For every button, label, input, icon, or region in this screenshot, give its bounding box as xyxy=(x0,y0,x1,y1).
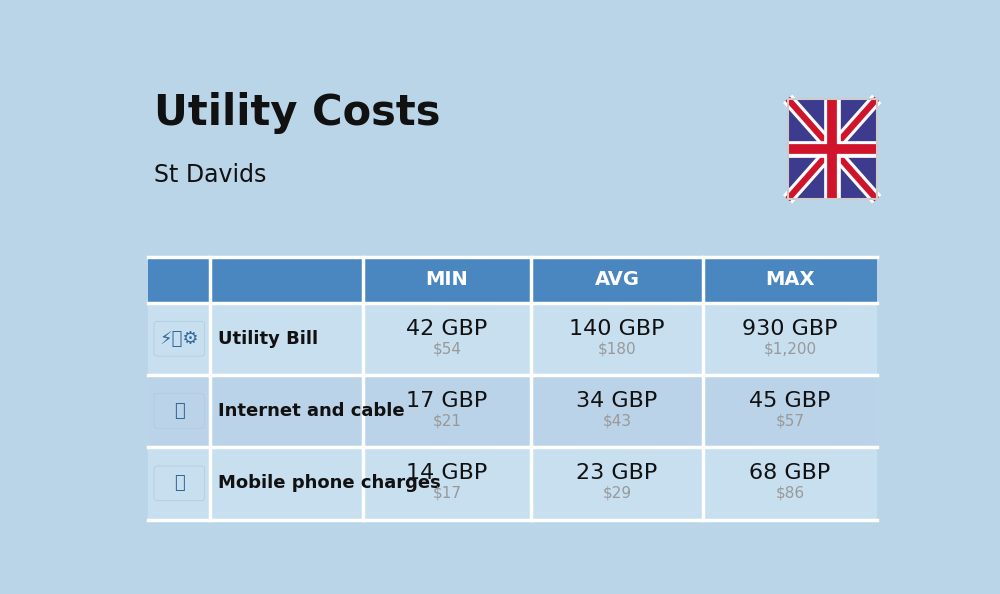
FancyBboxPatch shape xyxy=(154,466,204,501)
Text: 23 GBP: 23 GBP xyxy=(576,463,658,484)
Bar xyxy=(788,99,877,200)
Text: Internet and cable: Internet and cable xyxy=(218,402,405,420)
Text: 17 GBP: 17 GBP xyxy=(406,391,488,411)
Text: 14 GBP: 14 GBP xyxy=(406,463,488,484)
Text: 140 GBP: 140 GBP xyxy=(569,318,665,339)
Text: $21: $21 xyxy=(432,413,461,429)
Text: MIN: MIN xyxy=(426,270,468,289)
Text: 📱: 📱 xyxy=(174,475,185,492)
Text: 42 GBP: 42 GBP xyxy=(406,318,488,339)
Bar xyxy=(148,447,877,520)
Text: Utility Costs: Utility Costs xyxy=(154,92,441,134)
FancyBboxPatch shape xyxy=(154,321,204,356)
Text: 68 GBP: 68 GBP xyxy=(749,463,831,484)
Text: MAX: MAX xyxy=(765,270,815,289)
Text: St Davids: St Davids xyxy=(154,163,267,187)
Text: ⚡📱⚙: ⚡📱⚙ xyxy=(159,330,199,347)
Bar xyxy=(148,375,877,447)
Text: 34 GBP: 34 GBP xyxy=(576,391,658,411)
Text: $180: $180 xyxy=(598,342,636,356)
FancyBboxPatch shape xyxy=(154,394,204,428)
Text: 45 GBP: 45 GBP xyxy=(749,391,831,411)
Text: $17: $17 xyxy=(432,486,461,501)
Bar xyxy=(788,99,877,200)
Text: AVG: AVG xyxy=(595,270,640,289)
Text: 📶: 📶 xyxy=(174,402,185,420)
Text: Mobile phone charges: Mobile phone charges xyxy=(218,475,441,492)
Text: $57: $57 xyxy=(776,413,805,429)
Bar xyxy=(148,257,877,302)
Text: $54: $54 xyxy=(432,342,461,356)
Text: $29: $29 xyxy=(602,486,632,501)
Text: 930 GBP: 930 GBP xyxy=(742,318,838,339)
Text: Utility Bill: Utility Bill xyxy=(218,330,318,347)
Bar xyxy=(148,302,877,375)
Text: $86: $86 xyxy=(775,486,805,501)
Text: $43: $43 xyxy=(602,413,632,429)
Text: $1,200: $1,200 xyxy=(763,342,817,356)
